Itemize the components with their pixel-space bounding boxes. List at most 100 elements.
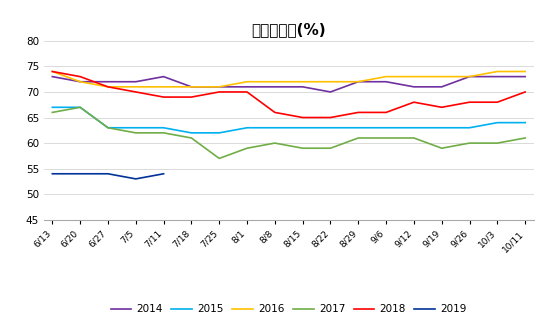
2014: [383, 80, 389, 84]
2019: [133, 177, 139, 181]
2016: [438, 75, 445, 78]
2017: [466, 141, 473, 145]
2016: [104, 85, 111, 89]
2018: [355, 111, 361, 114]
2016: [272, 80, 278, 84]
2018: [522, 90, 529, 94]
2014: [77, 80, 84, 84]
2018: [411, 100, 417, 104]
2018: [216, 90, 223, 94]
2015: [383, 126, 389, 130]
2017: [494, 141, 501, 145]
2016: [244, 80, 250, 84]
2015: [104, 126, 111, 130]
2014: [411, 85, 417, 89]
2016: [494, 70, 501, 73]
2015: [299, 126, 306, 130]
2014: [216, 85, 223, 89]
2015: [77, 106, 84, 109]
2018: [160, 95, 167, 99]
2014: [466, 75, 473, 78]
2019: [49, 172, 56, 176]
2018: [438, 106, 445, 109]
Line: 2015: 2015: [52, 107, 525, 133]
2014: [272, 85, 278, 89]
2016: [383, 75, 389, 78]
2016: [160, 85, 167, 89]
2019: [104, 172, 111, 176]
Line: 2016: 2016: [52, 72, 525, 87]
2014: [188, 85, 195, 89]
2014: [438, 85, 445, 89]
2017: [355, 136, 361, 140]
2014: [49, 75, 56, 78]
Line: 2017: 2017: [52, 107, 525, 159]
2017: [133, 131, 139, 135]
2017: [160, 131, 167, 135]
Legend: 2014, 2015, 2016, 2017, 2018, 2019: 2014, 2015, 2016, 2017, 2018, 2019: [107, 300, 471, 314]
2016: [216, 85, 223, 89]
2014: [133, 80, 139, 84]
2016: [188, 85, 195, 89]
2019: [77, 172, 84, 176]
2014: [494, 75, 501, 78]
2018: [494, 100, 501, 104]
2015: [411, 126, 417, 130]
2015: [466, 126, 473, 130]
2016: [327, 80, 334, 84]
2017: [299, 146, 306, 150]
2017: [49, 111, 56, 114]
2018: [188, 95, 195, 99]
2016: [77, 80, 84, 84]
2015: [355, 126, 361, 130]
2017: [188, 136, 195, 140]
2014: [299, 85, 306, 89]
2017: [327, 146, 334, 150]
2014: [522, 75, 529, 78]
2017: [216, 157, 223, 160]
2015: [244, 126, 250, 130]
2016: [522, 70, 529, 73]
2014: [327, 90, 334, 94]
2015: [133, 126, 139, 130]
2018: [133, 90, 139, 94]
2017: [383, 136, 389, 140]
2018: [466, 100, 473, 104]
2018: [77, 75, 84, 78]
2015: [522, 121, 529, 125]
2018: [244, 90, 250, 94]
2017: [411, 136, 417, 140]
2015: [438, 126, 445, 130]
2018: [299, 116, 306, 119]
2015: [272, 126, 278, 130]
2015: [49, 106, 56, 109]
Line: 2014: 2014: [52, 77, 525, 92]
2014: [104, 80, 111, 84]
2015: [188, 131, 195, 135]
2018: [383, 111, 389, 114]
2016: [133, 85, 139, 89]
2016: [411, 75, 417, 78]
2018: [327, 116, 334, 119]
2017: [438, 146, 445, 150]
2015: [327, 126, 334, 130]
2015: [160, 126, 167, 130]
Title: 美豆优良率(%): 美豆优良率(%): [251, 22, 326, 37]
2015: [216, 131, 223, 135]
2016: [299, 80, 306, 84]
2017: [244, 146, 250, 150]
Line: 2018: 2018: [52, 72, 525, 117]
2017: [104, 126, 111, 130]
2019: [160, 172, 167, 176]
2017: [77, 106, 84, 109]
2016: [355, 80, 361, 84]
2018: [49, 70, 56, 73]
2016: [466, 75, 473, 78]
2015: [494, 121, 501, 125]
2016: [49, 70, 56, 73]
2014: [244, 85, 250, 89]
2017: [522, 136, 529, 140]
2018: [272, 111, 278, 114]
2017: [272, 141, 278, 145]
2014: [355, 80, 361, 84]
